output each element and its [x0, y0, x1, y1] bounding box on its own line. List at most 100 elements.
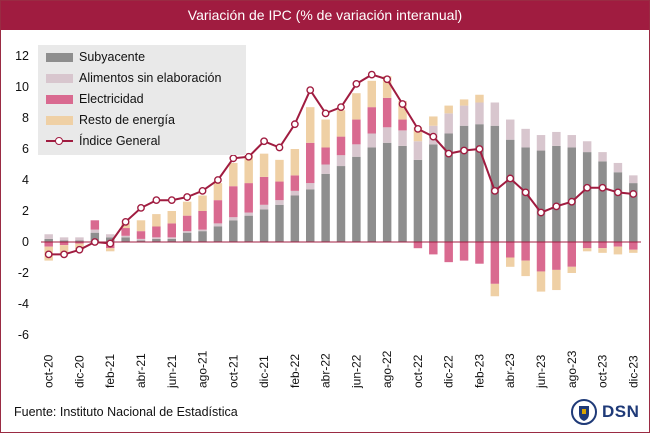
bar-subyacente: [90, 232, 100, 242]
x-tick-label: abr-22: [319, 353, 333, 388]
point-indice: [429, 132, 438, 141]
bar-energia: [552, 269, 561, 291]
bar-alimentos: [506, 119, 515, 140]
dsn-logo: DSN: [571, 397, 639, 427]
bar-energia: [136, 220, 146, 232]
y-tick-label: 12: [15, 49, 29, 63]
bar-electricidad: [429, 242, 438, 255]
point-indice: [383, 75, 392, 84]
bar-subyacente: [336, 166, 346, 242]
x-tick-label: feb-23: [472, 354, 486, 388]
bar-energia: [229, 162, 238, 187]
bar-energia: [259, 153, 269, 177]
bar-subyacente: [44, 238, 53, 242]
bar-electricidad: [382, 97, 392, 128]
bar-electricidad: [275, 181, 284, 201]
x-tick-label: oct-22: [411, 354, 425, 388]
bar-subyacente: [475, 124, 484, 242]
bar-electricidad: [490, 242, 500, 284]
bar-alimentos: [382, 127, 392, 143]
bar-subyacente: [629, 183, 638, 242]
bar-electricidad: [629, 242, 638, 250]
bar-alimentos: [106, 234, 115, 238]
bar-energia: [182, 201, 192, 216]
bar-electricidad: [136, 231, 146, 239]
bar-energia: [490, 283, 500, 297]
bar-subyacente: [59, 240, 69, 242]
y-tick-label: 0: [22, 235, 29, 249]
bar-subyacente: [213, 226, 223, 242]
bar-subyacente: [259, 209, 269, 242]
bar-alimentos: [567, 135, 576, 148]
bar-subyacente: [352, 156, 361, 242]
bar-electricidad: [59, 242, 69, 246]
legend-swatch-energia: [46, 115, 73, 125]
bar-energia: [198, 195, 207, 211]
x-tick-label: jun-21: [165, 354, 179, 389]
bar-electricidad: [613, 242, 623, 247]
bar-subyacente: [429, 144, 438, 242]
bar-energia: [398, 100, 407, 120]
bar-electricidad: [198, 211, 207, 230]
bar-energia: [629, 249, 638, 253]
bar-energia: [506, 257, 515, 267]
bar-subyacente: [182, 232, 192, 242]
bar-subyacente: [552, 145, 561, 242]
bar-subyacente: [321, 173, 330, 242]
point-indice: [567, 197, 576, 206]
y-tick-label: 2: [22, 204, 29, 218]
x-tick-label: jun-23: [534, 354, 548, 389]
x-tick-label: dic-20: [72, 355, 86, 388]
bar-energia: [367, 80, 376, 108]
bar-electricidad: [259, 176, 269, 205]
point-indice: [306, 86, 315, 94]
bar-energia: [382, 76, 392, 98]
y-tick-label: -6: [18, 328, 29, 342]
point-indice: [106, 239, 115, 248]
bar-alimentos: [121, 235, 130, 238]
legend-item-indice: Índice General: [46, 131, 160, 151]
point-indice: [337, 103, 345, 112]
chart-title: Variación de IPC (% de variación interan…: [1, 1, 649, 30]
bar-alimentos: [244, 212, 253, 216]
bar-energia: [567, 266, 576, 273]
bar-electricidad: [306, 142, 315, 184]
point-indice: [398, 100, 407, 108]
bar-electricidad: [567, 242, 576, 267]
bar-electricidad: [182, 215, 192, 232]
legend-label-energia: Resto de energía: [79, 113, 175, 127]
bar-alimentos: [521, 128, 530, 148]
point-indice: [552, 202, 561, 211]
bar-energia: [444, 105, 453, 114]
bar-electricidad: [506, 242, 515, 258]
point-indice: [490, 186, 499, 195]
point-indice: [198, 186, 207, 195]
logo-text: DSN: [602, 402, 640, 421]
bar-alimentos: [306, 183, 315, 190]
x-tick-label: ago-23: [565, 350, 579, 388]
bar-energia: [352, 93, 361, 120]
point-indice: [367, 70, 376, 79]
legend: Subyacente Alimentos sin elaboración Ele…: [38, 45, 246, 155]
legend-label-alimentos: Alimentos sin elaboración: [79, 71, 222, 85]
point-indice: [275, 143, 284, 152]
legend-line-indice: [46, 136, 73, 146]
bar-subyacente: [567, 147, 576, 242]
y-tick-label: 10: [15, 80, 29, 94]
bar-electricidad: [229, 186, 238, 218]
bar-energia: [598, 248, 607, 253]
bar-alimentos: [536, 135, 546, 151]
bar-alimentos: [413, 141, 423, 160]
bar-electricidad: [44, 242, 53, 247]
point-indice: [321, 109, 330, 118]
bar-subyacente: [290, 195, 300, 242]
x-tick-label: dic-23: [626, 355, 640, 388]
bar-energia: [213, 183, 223, 201]
bar-subyacente: [367, 147, 376, 242]
legend-swatch-electricidad: [46, 94, 73, 104]
bar-energia: [290, 149, 300, 176]
x-tick-label: feb-22: [288, 354, 302, 388]
bar-energia: [459, 99, 469, 106]
x-tick-label: oct-23: [596, 354, 610, 388]
x-tick-label: abr-21: [134, 353, 148, 388]
